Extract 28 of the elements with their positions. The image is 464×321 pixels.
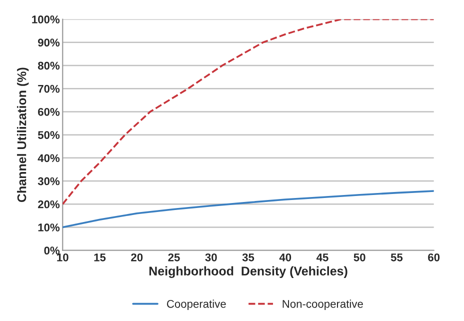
y-tick-label: 70% <box>38 84 60 93</box>
y-axis-title: Channel Utilization (%) <box>17 68 29 202</box>
x-tick-label: 20 <box>131 253 143 262</box>
y-tick-label: 40% <box>38 154 60 162</box>
x-tick-label: 30 <box>205 253 217 262</box>
legend-label: Non-cooperative <box>282 300 363 310</box>
x-tick-label: 35 <box>242 253 254 262</box>
line-series <box>62 190 434 228</box>
x-tick-label: 40 <box>279 253 292 262</box>
x-tick-label: 45 <box>316 254 328 262</box>
y-tick-label: 80% <box>38 62 60 70</box>
y-tick-label: 90% <box>38 38 60 47</box>
x-tick-label: 55 <box>390 254 403 262</box>
x-tick-label: 50 <box>354 253 366 262</box>
x-tick-label: 15 <box>94 254 106 262</box>
y-tick-label: 60% <box>38 108 60 116</box>
line-series <box>62 19 434 206</box>
y-tick-label: 30% <box>38 177 60 186</box>
x-tick-label: 10 <box>57 253 68 262</box>
y-tick-label: 100% <box>32 16 60 24</box>
y-tick-label: 10% <box>38 224 60 232</box>
legend-label: Cooperative <box>166 300 226 310</box>
x-tick-label: 60 <box>428 253 440 262</box>
y-tick-label: 20% <box>38 200 60 208</box>
y-tick-label: 0% <box>44 246 60 255</box>
y-tick-label: 50% <box>38 131 60 139</box>
x-tick-label: 25 <box>168 253 180 262</box>
x-axis-title: Neighborhood Density (Vehicles) <box>149 266 348 278</box>
